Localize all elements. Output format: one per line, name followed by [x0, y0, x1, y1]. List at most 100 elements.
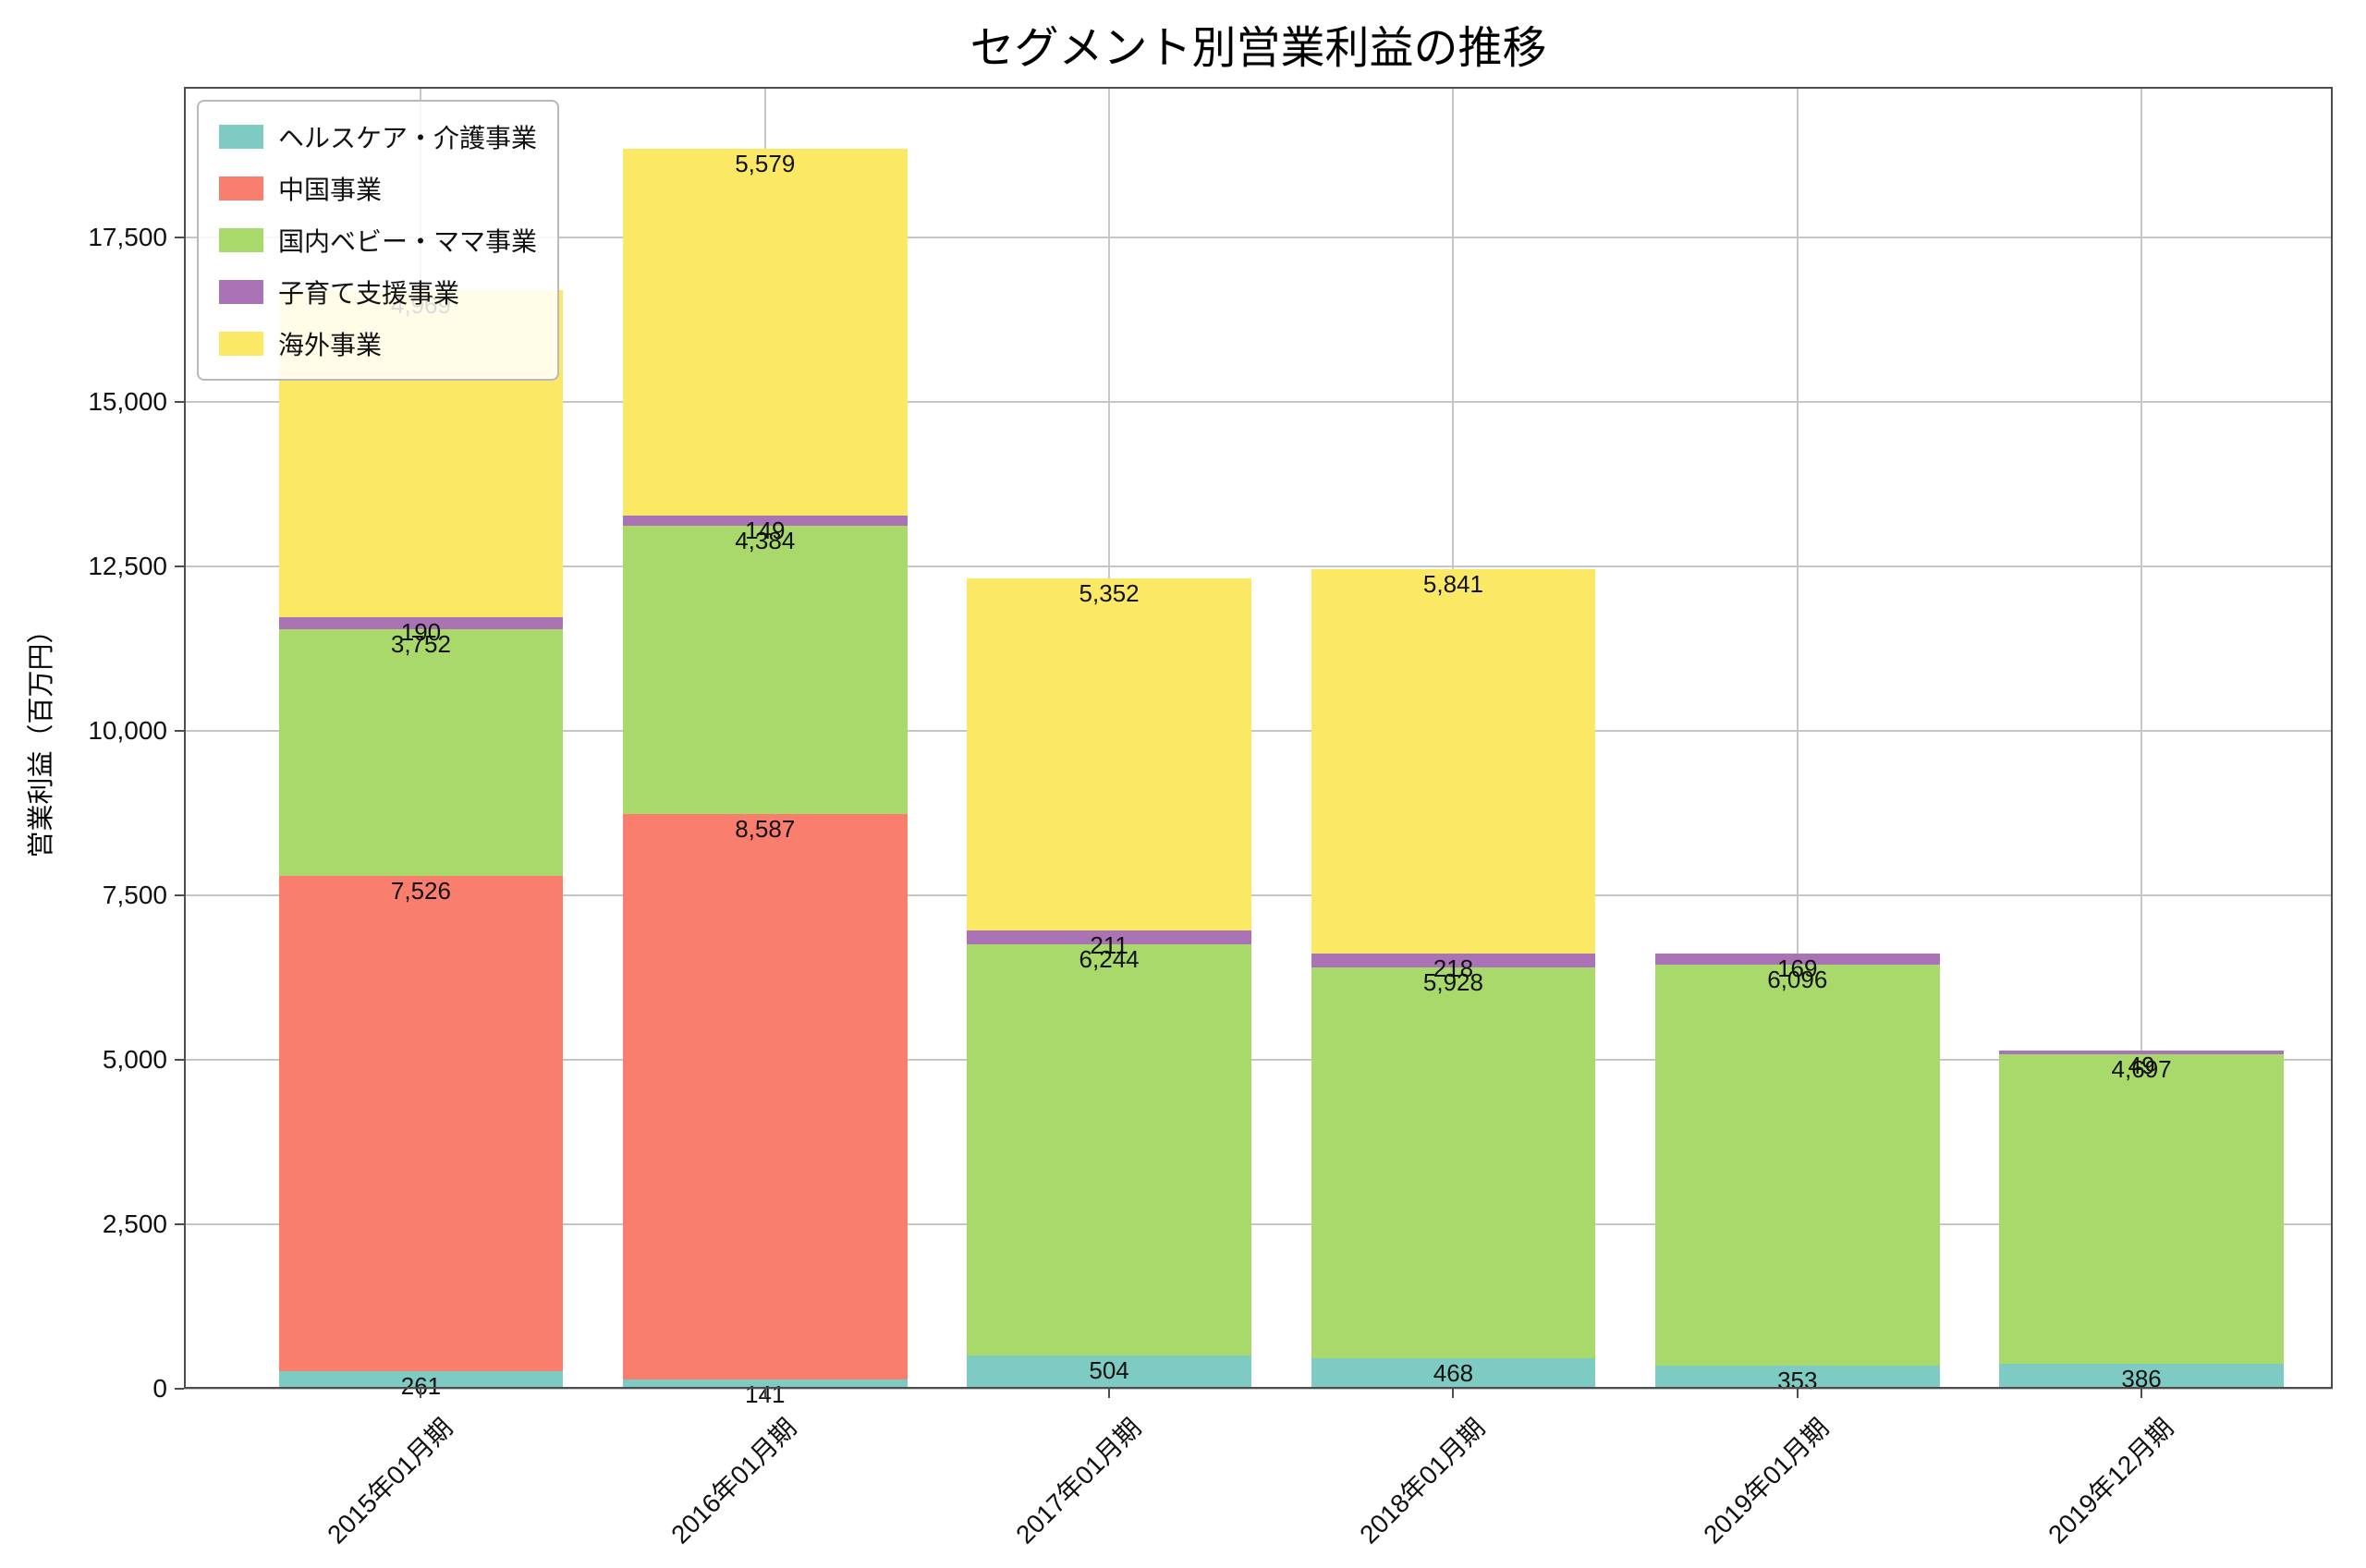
- h-gridline: [184, 1058, 2333, 1061]
- bar-segment: [967, 1355, 1252, 1389]
- legend-label: ヘルスケア・介護事業: [278, 124, 538, 152]
- bar-value-label: 218: [1433, 954, 1474, 982]
- y-tick-label: 5,000: [102, 1044, 167, 1074]
- bar-segment: [967, 944, 1252, 1356]
- bar-segment: [1654, 953, 1940, 965]
- bar-segment: [1311, 967, 1596, 1358]
- bar-segment: [622, 814, 908, 1380]
- legend-swatch: [219, 332, 263, 356]
- legend-label: 子育て支援事業: [278, 279, 460, 308]
- x-tick-label: 2019年12月期: [2042, 1413, 2179, 1550]
- bar-value-label: 149: [745, 517, 786, 545]
- x-tick-mark: [420, 1389, 422, 1398]
- x-tick-mark: [1108, 1389, 1111, 1398]
- y-tick-label: 2,500: [102, 1209, 167, 1238]
- v-gridline: [1796, 87, 1799, 1389]
- h-gridline: [184, 565, 2333, 567]
- bar-segment: [622, 1379, 908, 1389]
- y-tick-label: 7,500: [102, 880, 167, 909]
- bar-value-label: 169: [1777, 954, 1818, 982]
- bar-segment: [1311, 953, 1596, 968]
- x-tick-mark: [763, 1389, 766, 1398]
- legend-swatch: [219, 176, 263, 201]
- legend: ヘルスケア・介護事業 中国事業国内ベビー・ママ事業 子育て支援事業 海外事業: [197, 100, 560, 381]
- y-tick-label: 15,000: [88, 386, 167, 416]
- bars-layer: [184, 87, 2333, 1389]
- y-tick-mark: [175, 236, 184, 238]
- bar-value-label: 5,352: [1079, 579, 1140, 608]
- bar-segment: [278, 1371, 564, 1389]
- bar-value-label: 5,928: [1422, 968, 1483, 997]
- x-tick-label: 2018年01月期: [1354, 1413, 1491, 1550]
- x-tick-label: 2017年01月期: [1009, 1413, 1147, 1550]
- bar-value-label: 468: [1433, 1358, 1474, 1387]
- legend-item: 国内ベビー・ママ事業: [219, 222, 537, 259]
- y-tick-label: 17,500: [88, 222, 167, 251]
- x-tick-mark: [1452, 1389, 1455, 1398]
- bar-value-label: 8,587: [735, 815, 796, 844]
- bar-value-label: 190: [400, 617, 442, 646]
- legend-label: 国内ベビー・ママ事業: [278, 227, 538, 256]
- bar-value-label: 7,526: [390, 877, 451, 906]
- chart-title: セグメント別営業利益の推移: [970, 24, 1547, 73]
- x-tick-mark: [1796, 1389, 1799, 1398]
- bar-segment: [622, 516, 908, 527]
- x-tick-mark: [2140, 1389, 2143, 1398]
- bar-value-label: 6,244: [1079, 945, 1140, 974]
- bar-segment: [278, 629, 564, 877]
- bar-value-label: 49: [2128, 1051, 2155, 1080]
- y-tick-mark: [175, 1058, 184, 1061]
- bar-segment: [1999, 1051, 2284, 1054]
- y-tick-mark: [175, 400, 184, 403]
- legend-swatch: [219, 228, 263, 252]
- legend-item: 海外事業: [219, 325, 537, 362]
- bar-segment: [1654, 1365, 1940, 1389]
- y-tick-label: 10,000: [88, 715, 167, 745]
- bar-value-label: 6,096: [1767, 965, 1828, 993]
- y-tick-mark: [175, 1388, 184, 1390]
- legend-label: 中国事業: [278, 176, 383, 204]
- bar-segment: [967, 930, 1252, 945]
- bar-value-label: 386: [2121, 1364, 2162, 1392]
- bar-segment: [1654, 964, 1940, 1366]
- bar-segment: [622, 526, 908, 815]
- h-gridline: [184, 400, 2333, 403]
- legend-item: 中国事業: [219, 170, 537, 207]
- bar-segment: [1999, 1363, 2284, 1389]
- bar-value-label: 4,697: [2111, 1054, 2172, 1083]
- y-tick-label: 0: [152, 1374, 167, 1403]
- x-tick-label: 2015年01月期: [322, 1413, 458, 1550]
- bar-value-label: 504: [1089, 1356, 1129, 1385]
- bar-segment: [1311, 1357, 1596, 1389]
- h-gridline: [184, 236, 2333, 238]
- plot-area: 2617,5263,7521904,9691418,5874,3841495,5…: [184, 87, 2333, 1407]
- y-tick-mark: [175, 1222, 184, 1225]
- x-tick-label: 2016年01月期: [665, 1413, 802, 1550]
- legend-label: 海外事業: [278, 331, 383, 359]
- h-gridline: [184, 1222, 2333, 1225]
- y-tick-mark: [175, 729, 184, 732]
- legend-item: ヘルスケア・介護事業: [219, 118, 537, 155]
- legend-swatch: [219, 125, 263, 149]
- x-tick-label: 2019年01月期: [1698, 1413, 1835, 1550]
- bar-segment: [622, 149, 908, 517]
- bar-segment: [278, 876, 564, 1372]
- bar-segment: [278, 616, 564, 630]
- bar-value-label: 5,841: [1422, 569, 1483, 598]
- h-gridline: [184, 1388, 2333, 1390]
- bar-segment: [1999, 1053, 2284, 1364]
- h-gridline: [184, 893, 2333, 896]
- y-tick-mark: [175, 565, 184, 567]
- bar-value-label: 3,752: [390, 630, 451, 659]
- y-tick-label: 12,500: [88, 551, 167, 580]
- y-tick-mark: [175, 893, 184, 896]
- v-gridline: [2140, 87, 2143, 1389]
- legend-swatch: [219, 280, 263, 304]
- bar-value-label: 211: [1090, 931, 1128, 960]
- bar-value-label: 5,579: [735, 150, 796, 178]
- h-gridline: [184, 729, 2333, 732]
- legend-item: 子育て支援事業: [219, 273, 537, 310]
- bar-segment: [1311, 568, 1596, 954]
- bar-segment: [967, 578, 1252, 931]
